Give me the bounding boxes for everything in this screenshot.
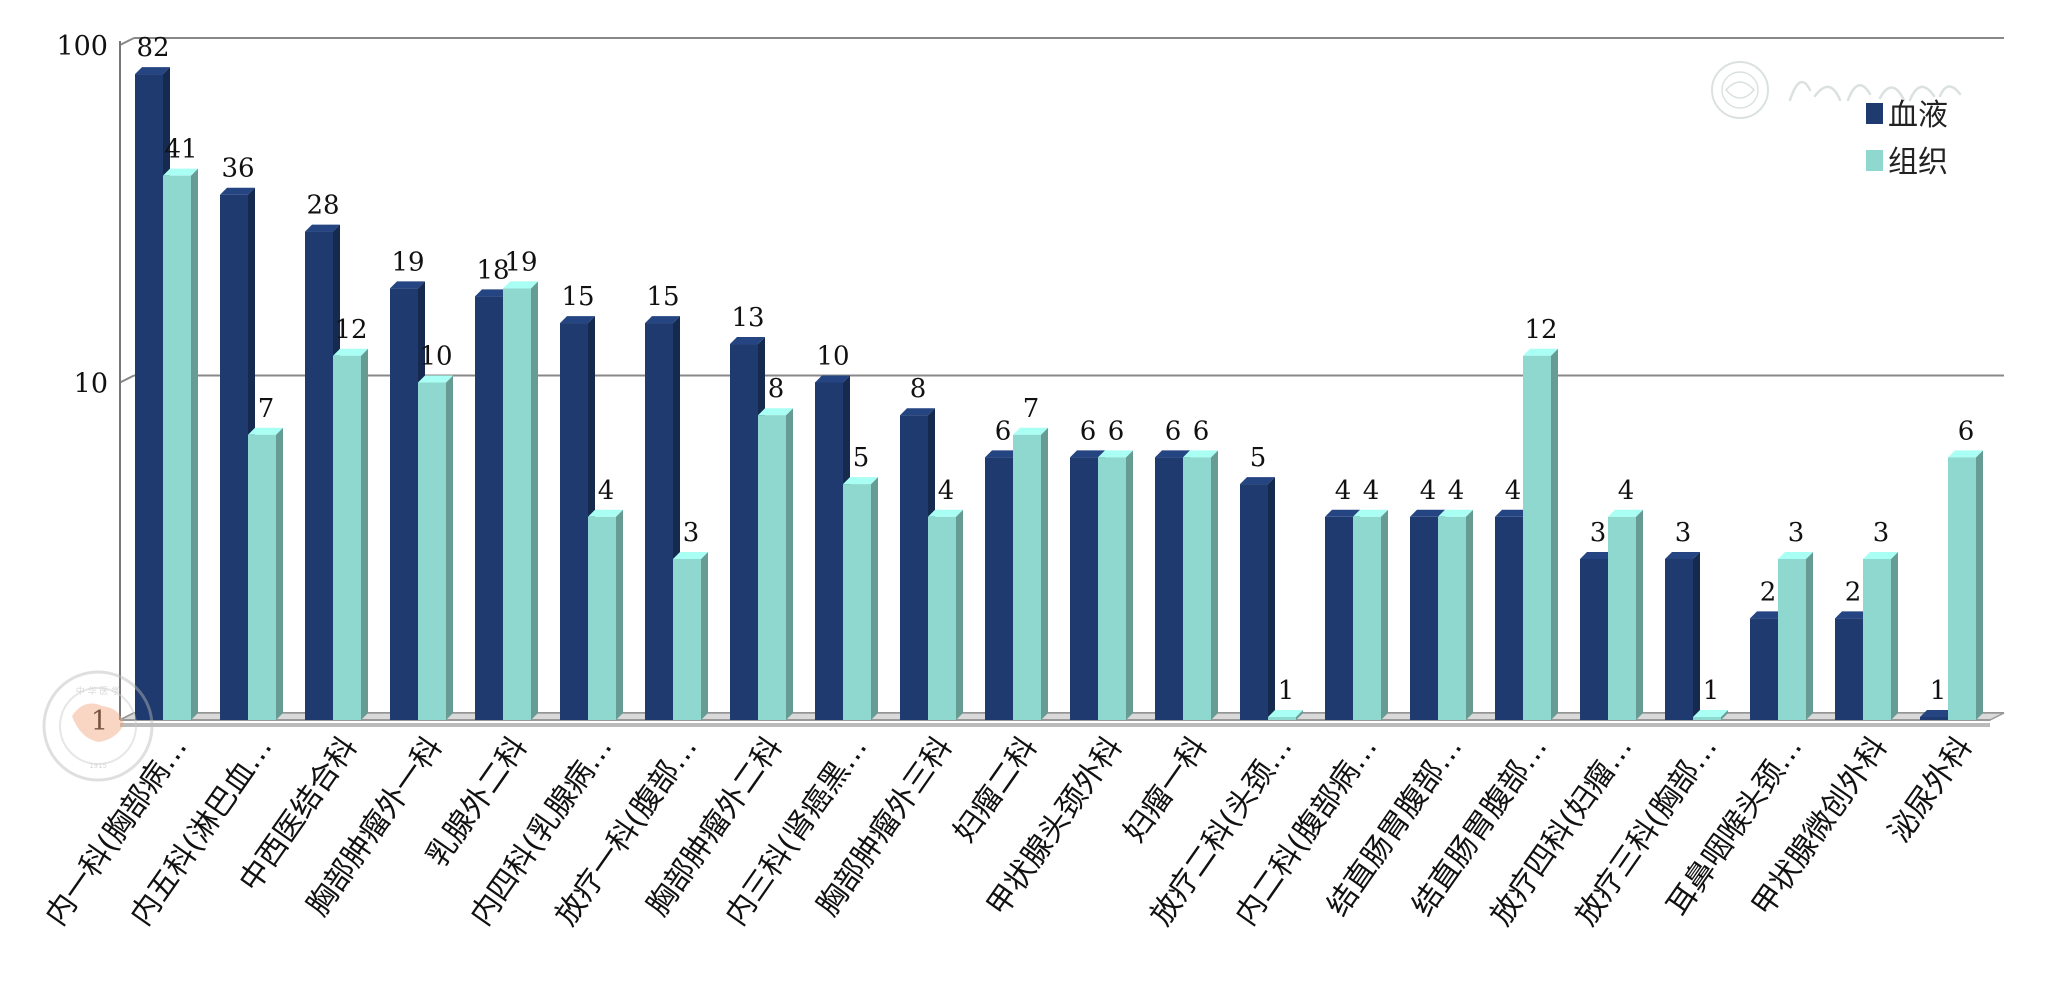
bar-series-2: [1438, 509, 1473, 720]
bar-series-2: [1608, 509, 1643, 720]
data-label-series-1: 28: [306, 191, 339, 221]
data-label-series-2: 1: [1703, 676, 1720, 706]
bar-series-2: [503, 281, 538, 720]
legend-label-series-1: 血液: [1888, 98, 1948, 133]
data-label-series-1: 6: [995, 416, 1012, 446]
bar-series-2: [673, 551, 708, 720]
data-label-series-1: 15: [561, 282, 594, 312]
data-label-series-2: 4: [598, 476, 615, 506]
bar-series-2: [1098, 450, 1133, 720]
y-tick-label: 100: [56, 31, 108, 62]
bar-series-2: [588, 509, 623, 720]
bar-series-2: [1013, 427, 1048, 720]
data-label-series-2: 3: [1873, 518, 1890, 548]
data-label-series-2: 12: [1524, 315, 1557, 345]
bar-series-2: [1778, 551, 1813, 720]
data-label-series-2: 4: [1363, 476, 1380, 506]
data-label-series-1: 13: [731, 303, 764, 333]
data-label-series-2: 4: [1618, 476, 1635, 506]
data-label-series-1: 10: [816, 342, 849, 372]
legend: 血液 组织: [1866, 98, 1948, 180]
data-label-series-2: 3: [683, 518, 700, 548]
data-label-series-2: 6: [1193, 416, 1210, 446]
data-label-series-1: 8: [910, 374, 927, 404]
legend-swatch-series-2: [1866, 150, 1883, 171]
svg-text:中 华 医 学: 中 华 医 学: [76, 685, 121, 697]
data-label-series-2: 41: [164, 135, 197, 165]
category-label: 泌尿外科: [1882, 731, 1979, 849]
bar-series-1: [1240, 477, 1275, 720]
bar-series-2: [1948, 450, 1983, 720]
data-label-series-2: 10: [419, 342, 452, 372]
data-label-series-1: 4: [1505, 476, 1522, 506]
data-label-series-2: 8: [768, 374, 785, 404]
data-label-series-1: 6: [1165, 416, 1182, 446]
bar-series-2: [928, 509, 963, 720]
bar-series-2: [843, 477, 878, 720]
bar-series-2: [248, 427, 283, 720]
data-label-series-1: 36: [221, 154, 254, 184]
data-label-series-2: 19: [504, 247, 537, 277]
data-label-series-1: 15: [646, 282, 679, 312]
data-label-series-1: 2: [1760, 577, 1777, 607]
seal-watermark: 中 华 医 学 1915: [42, 670, 154, 782]
data-label-series-2: 5: [853, 443, 870, 473]
bar-series-2: [1268, 710, 1303, 720]
data-label-series-2: 12: [334, 315, 367, 345]
data-label-series-1: 2: [1845, 577, 1862, 607]
bar-series-2: [1863, 551, 1898, 720]
data-label-series-1: 4: [1335, 476, 1352, 506]
data-label-series-1: 5: [1250, 443, 1267, 473]
bar-series-2: [163, 168, 198, 721]
watermark-logo: [1711, 61, 1962, 119]
data-label-series-1: 4: [1420, 476, 1437, 506]
bar-series-1: [1665, 551, 1700, 720]
data-label-series-2: 1: [1278, 676, 1295, 706]
data-label-series-1: 82: [136, 33, 169, 63]
data-label-series-1: 1: [1930, 676, 1947, 706]
data-label-series-1: 18: [476, 255, 509, 285]
data-label-series-1: 19: [391, 247, 424, 277]
bar-series-2: [1693, 710, 1728, 720]
bar-series-1: [900, 408, 935, 720]
legend-swatch-series-1: [1866, 103, 1883, 124]
data-label-series-2: 6: [1958, 416, 1975, 446]
legend-label-series-2: 组织: [1888, 145, 1948, 180]
bar-series-2: [1523, 348, 1558, 720]
bar-series-2: [333, 348, 368, 720]
data-label-series-2: 4: [938, 476, 955, 506]
y-tick-label: 10: [74, 369, 108, 400]
gridline: [119, 37, 135, 46]
svg-text:1915: 1915: [89, 762, 107, 770]
data-label-series-2: 3: [1788, 518, 1805, 548]
data-label-series-2: 4: [1448, 476, 1465, 506]
y-tick-label: 1: [91, 706, 108, 737]
data-label-series-2: 7: [258, 394, 275, 424]
data-label-series-2: 7: [1023, 394, 1040, 424]
category-labels: 内一科(胸部病…内五科(淋巴血…中西医结合科胸部肿瘤外一科乳腺外二科内四科(乳腺…: [39, 731, 1980, 933]
data-label-series-1: 6: [1080, 416, 1097, 446]
bar-series-2: [418, 375, 453, 720]
data-label-series-2: 6: [1108, 416, 1125, 446]
data-label-series-1: 3: [1590, 518, 1607, 548]
bar-series-2: [1353, 509, 1388, 720]
bars: [135, 67, 1983, 721]
bar-series-2: [1183, 450, 1218, 720]
gridline: [119, 374, 135, 384]
data-label-series-1: 3: [1675, 518, 1692, 548]
bar-series-2: [758, 408, 793, 720]
